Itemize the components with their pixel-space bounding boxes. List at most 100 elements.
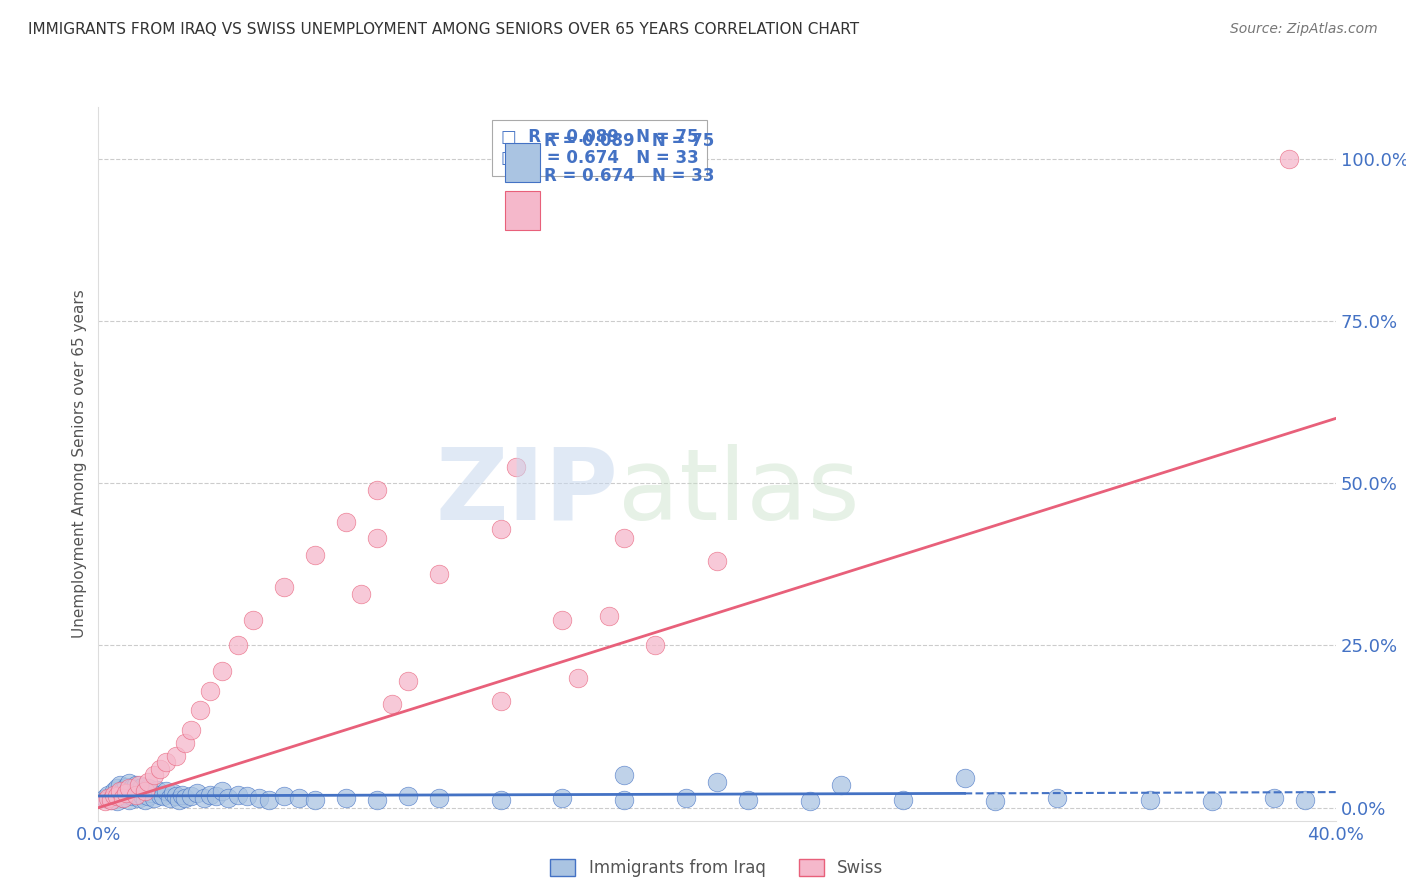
Point [136, 774, 159, 789]
Point [97, 791, 120, 805]
Point [152, 789, 174, 803]
Point [93, 791, 115, 805]
Point [108, 786, 131, 800]
Point [134, 793, 156, 807]
Point [112, 791, 135, 805]
Point [1139, 793, 1161, 807]
Point [288, 791, 311, 805]
Point [124, 786, 146, 800]
Point [242, 613, 264, 627]
Point [335, 515, 357, 529]
Point [737, 793, 759, 807]
Point [115, 780, 138, 794]
Point [162, 786, 184, 800]
Point [190, 703, 212, 717]
Point [118, 781, 141, 796]
Point [304, 793, 326, 807]
Point [170, 788, 193, 802]
Point [226, 788, 249, 802]
FancyBboxPatch shape [506, 143, 540, 182]
Legend: Immigrants from Iraq, Swiss: Immigrants from Iraq, Swiss [544, 852, 890, 884]
Point [198, 684, 221, 698]
Point [366, 483, 388, 497]
Point [1201, 794, 1223, 808]
Text: ZIP: ZIP [436, 444, 619, 541]
Point [149, 762, 172, 776]
Point [489, 522, 512, 536]
Point [984, 794, 1007, 808]
Point [118, 793, 141, 807]
Point [366, 793, 388, 807]
Point [155, 756, 177, 770]
Point [159, 791, 181, 805]
Point [134, 784, 156, 798]
Point [304, 548, 326, 562]
Point [103, 789, 125, 803]
Point [613, 768, 636, 782]
Point [427, 567, 450, 582]
Point [128, 782, 150, 797]
Point [149, 788, 172, 802]
Point [131, 788, 153, 802]
Point [489, 793, 512, 807]
Point [105, 794, 128, 808]
Point [273, 580, 295, 594]
Point [1263, 791, 1285, 805]
Point [112, 782, 135, 797]
Point [799, 794, 821, 808]
Point [112, 791, 135, 805]
Point [165, 789, 187, 803]
Point [211, 784, 233, 798]
Point [505, 460, 527, 475]
Point [136, 781, 159, 796]
Point [706, 774, 728, 789]
Point [598, 609, 620, 624]
Point [105, 781, 128, 796]
Point [97, 788, 120, 802]
Point [100, 793, 122, 807]
Point [1294, 793, 1316, 807]
Point [174, 736, 197, 750]
Point [427, 791, 450, 805]
Point [236, 789, 259, 803]
Point [366, 532, 388, 546]
Point [167, 793, 190, 807]
Point [108, 784, 131, 798]
Point [613, 793, 636, 807]
Point [396, 789, 419, 803]
Point [706, 554, 728, 568]
Point [121, 789, 143, 803]
Point [273, 789, 295, 803]
Point [217, 791, 239, 805]
Point [198, 788, 221, 802]
Point [174, 791, 197, 805]
Point [136, 789, 159, 803]
Point [100, 793, 122, 807]
Point [128, 778, 150, 792]
Text: □  R = 0.089   N = 75
□  R = 0.674   N = 33: □ R = 0.089 N = 75 □ R = 0.674 N = 33 [501, 128, 699, 167]
Point [155, 784, 177, 798]
Text: Source: ZipAtlas.com: Source: ZipAtlas.com [1230, 22, 1378, 37]
Point [675, 791, 697, 805]
Point [350, 586, 373, 600]
Point [121, 781, 143, 796]
Point [396, 674, 419, 689]
Point [108, 778, 131, 792]
Point [381, 697, 404, 711]
Point [118, 784, 141, 798]
Point [143, 791, 166, 805]
Point [124, 788, 146, 802]
Point [115, 786, 138, 800]
Point [193, 791, 215, 805]
Point [118, 776, 141, 790]
Point [115, 788, 138, 802]
Point [1278, 152, 1301, 166]
Point [165, 748, 187, 763]
Text: R = 0.089   N = 75
R = 0.674   N = 33: R = 0.089 N = 75 R = 0.674 N = 33 [544, 132, 714, 185]
FancyBboxPatch shape [506, 191, 540, 230]
Point [644, 639, 666, 653]
Point [335, 791, 357, 805]
Point [891, 793, 914, 807]
Point [551, 613, 574, 627]
Point [247, 791, 270, 805]
